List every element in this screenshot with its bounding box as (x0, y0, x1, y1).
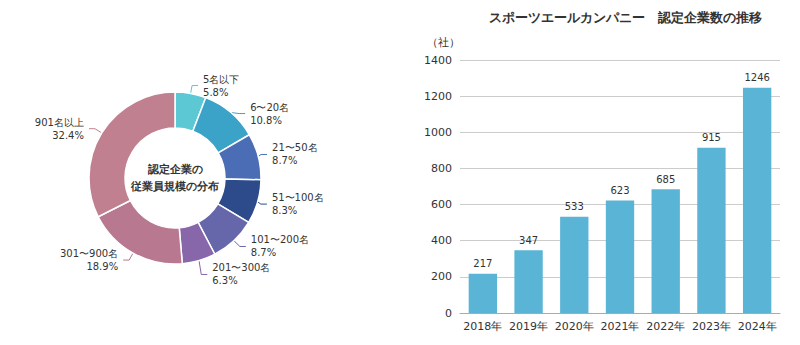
svg-text:（社）: （社） (427, 36, 460, 49)
svg-text:685: 685 (656, 174, 675, 185)
svg-text:8.7%: 8.7% (251, 247, 276, 258)
svg-text:10.8%: 10.8% (250, 115, 282, 126)
svg-text:347: 347 (519, 235, 538, 246)
svg-text:2019年: 2019年 (509, 320, 548, 333)
svg-text:5名以下: 5名以下 (203, 74, 239, 85)
svg-text:2021年: 2021年 (601, 320, 640, 333)
svg-text:18.9%: 18.9% (86, 261, 118, 272)
svg-text:認定企業の: 認定企業の (147, 163, 203, 176)
svg-text:従業員規模の分布: 従業員規模の分布 (130, 180, 219, 193)
svg-text:915: 915 (702, 132, 721, 143)
svg-text:5.8%: 5.8% (203, 87, 228, 98)
svg-text:623: 623 (610, 185, 629, 196)
svg-text:1246: 1246 (744, 72, 769, 83)
svg-text:301〜900名: 301〜900名 (60, 248, 118, 259)
svg-text:8.3%: 8.3% (272, 205, 297, 216)
svg-text:101〜200名: 101〜200名 (251, 234, 309, 245)
svg-text:2018年: 2018年 (463, 320, 502, 333)
svg-text:6〜20名: 6〜20名 (250, 102, 289, 113)
svg-text:2022年: 2022年 (646, 320, 685, 333)
svg-text:21〜50名: 21〜50名 (272, 142, 317, 153)
svg-text:スポーツエールカンパニー 認定企業数の推移: スポーツエールカンパニー 認定企業数の推移 (489, 10, 762, 25)
svg-text:400: 400 (431, 234, 452, 247)
svg-text:2023年: 2023年 (692, 320, 731, 333)
svg-text:8.7%: 8.7% (272, 155, 297, 166)
svg-text:32.4%: 32.4% (52, 130, 84, 141)
svg-text:200: 200 (431, 270, 452, 283)
svg-text:0: 0 (445, 307, 452, 320)
svg-text:533: 533 (565, 201, 584, 212)
svg-text:6.3%: 6.3% (212, 275, 237, 286)
svg-text:2024年: 2024年 (738, 320, 777, 333)
svg-text:2020年: 2020年 (555, 320, 594, 333)
svg-text:51〜100名: 51〜100名 (272, 192, 324, 203)
svg-text:201〜300名: 201〜300名 (212, 262, 270, 273)
svg-text:600: 600 (431, 198, 452, 211)
svg-text:800: 800 (431, 162, 452, 175)
svg-text:217: 217 (473, 258, 492, 269)
svg-text:901名以上: 901名以上 (35, 117, 84, 128)
svg-text:1200: 1200 (424, 90, 452, 103)
svg-text:1000: 1000 (424, 126, 452, 139)
svg-text:1400: 1400 (424, 54, 452, 67)
